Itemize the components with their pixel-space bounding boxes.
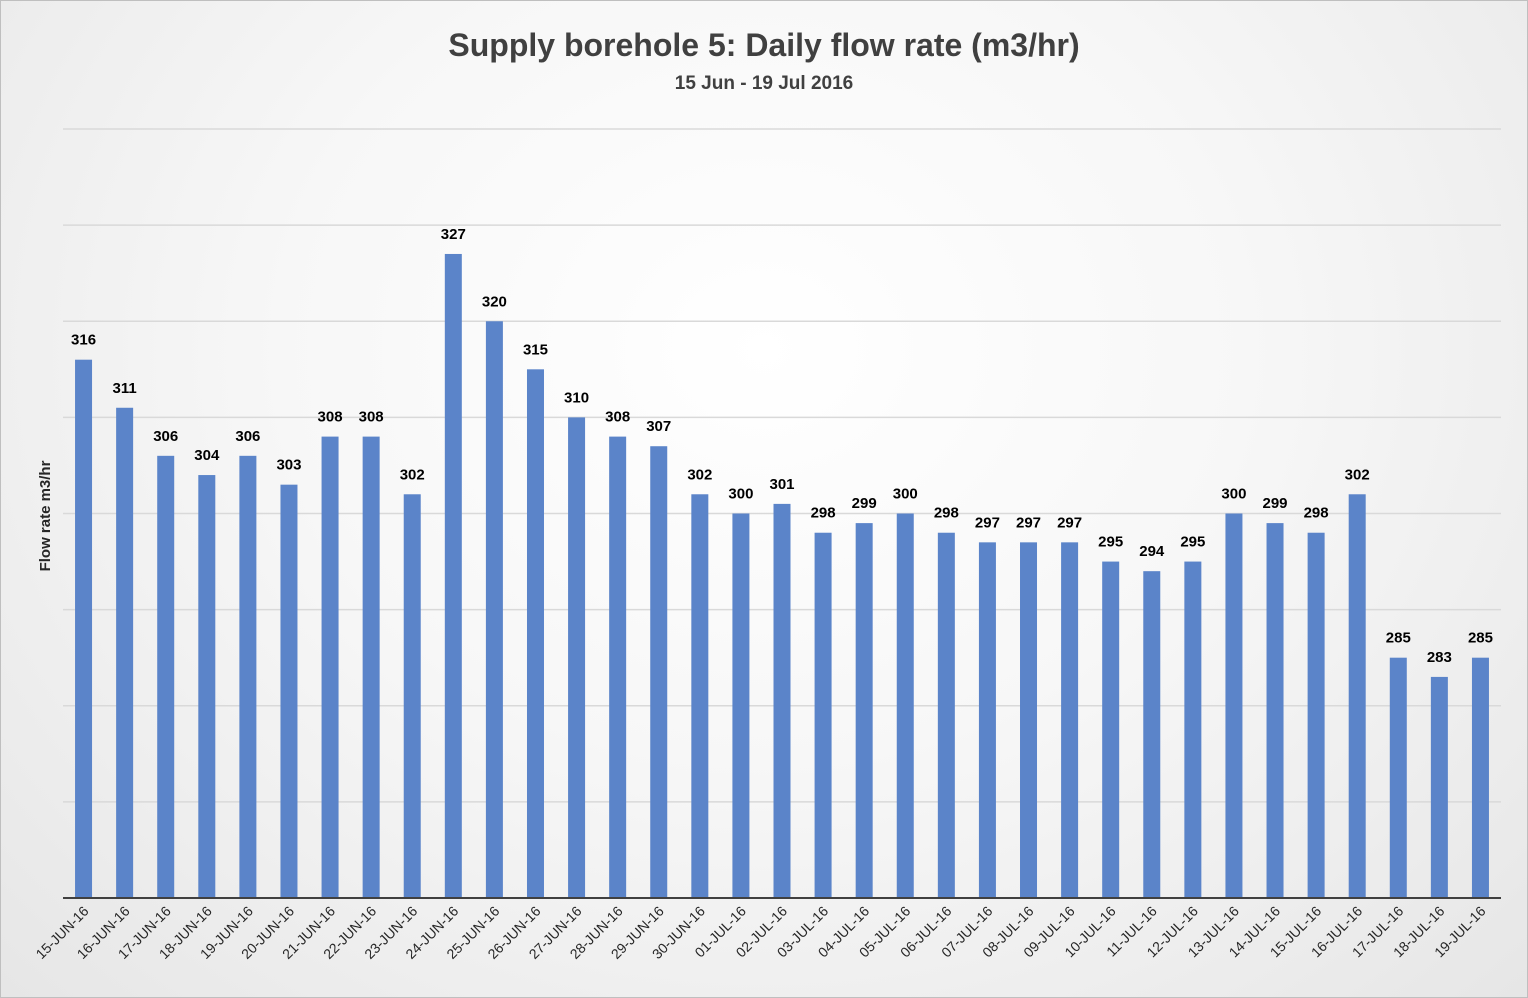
bar <box>157 455 175 898</box>
bar <box>1389 657 1407 898</box>
data-label: 285 <box>1468 630 1493 647</box>
bar <box>116 407 134 898</box>
chart-subtitle: 15 Jun - 19 Jul 2016 <box>674 73 854 94</box>
data-label: 327 <box>441 226 466 243</box>
bar <box>1143 571 1161 898</box>
bar <box>1471 657 1489 898</box>
data-label: 307 <box>646 418 671 435</box>
bar <box>691 494 709 898</box>
data-label: 297 <box>1016 514 1041 531</box>
bar <box>1020 542 1038 898</box>
bar <box>526 369 544 898</box>
data-label: 298 <box>811 505 836 522</box>
bar <box>855 523 873 898</box>
bar <box>485 321 503 898</box>
data-label: 300 <box>893 486 918 503</box>
data-label: 306 <box>235 428 260 445</box>
bar <box>362 436 380 898</box>
bar <box>937 532 955 898</box>
bar <box>444 253 462 898</box>
bar <box>1348 494 1366 898</box>
data-label: 300 <box>728 486 753 503</box>
data-label: 320 <box>482 293 507 310</box>
data-label: 298 <box>934 505 959 522</box>
bar <box>75 359 93 898</box>
data-label: 299 <box>1263 495 1288 512</box>
data-label: 308 <box>359 409 384 426</box>
data-label: 315 <box>523 341 548 358</box>
data-label: 306 <box>153 428 178 445</box>
bar <box>239 455 257 898</box>
y-axis-label: Flow rate m3/hr <box>37 460 54 571</box>
data-label: 283 <box>1427 649 1452 666</box>
data-label: 308 <box>605 409 630 426</box>
bar <box>1225 513 1243 898</box>
bar <box>568 417 586 898</box>
data-label: 297 <box>1057 514 1082 531</box>
data-label: 298 <box>1304 505 1329 522</box>
data-label: 295 <box>1098 534 1123 551</box>
data-label: 285 <box>1386 630 1411 647</box>
data-label: 297 <box>975 514 1000 531</box>
bar <box>814 532 832 898</box>
bar <box>321 436 339 898</box>
bar <box>650 446 668 898</box>
bar <box>1102 561 1120 898</box>
data-label: 311 <box>113 380 137 397</box>
data-label: 300 <box>1221 486 1246 503</box>
bar <box>896 513 914 898</box>
bar <box>1430 676 1448 898</box>
data-label: 310 <box>564 389 589 406</box>
bar <box>1266 523 1284 898</box>
data-label: 294 <box>1139 543 1165 560</box>
data-label: 303 <box>276 457 301 474</box>
bar <box>732 513 750 898</box>
bar <box>403 494 421 898</box>
bar <box>280 484 298 898</box>
chart-title: Supply borehole 5: Daily flow rate (m3/h… <box>448 27 1080 63</box>
data-labels: 316 311 306 304 306 303 308 308 302 327 320 315 310 3… <box>71 226 1493 666</box>
bar <box>978 542 996 898</box>
x-tick-labels: 15-JUN-1616-JUN-1617-JUN-1618-JUN-1619-J… <box>32 903 1488 962</box>
data-label: 308 <box>318 409 343 426</box>
data-label: 304 <box>194 447 220 464</box>
bar <box>198 475 216 898</box>
bar <box>1307 532 1325 898</box>
data-label: 299 <box>852 495 877 512</box>
bar <box>609 436 627 898</box>
data-label: 301 <box>769 476 794 493</box>
bars <box>75 253 1489 898</box>
data-label: 316 <box>71 332 96 349</box>
bar <box>1061 542 1079 898</box>
bar <box>773 503 791 898</box>
data-label: 302 <box>1345 466 1370 483</box>
bar <box>1184 561 1202 898</box>
data-label: 302 <box>687 466 712 483</box>
data-label: 302 <box>400 466 425 483</box>
data-label: 295 <box>1180 534 1205 551</box>
